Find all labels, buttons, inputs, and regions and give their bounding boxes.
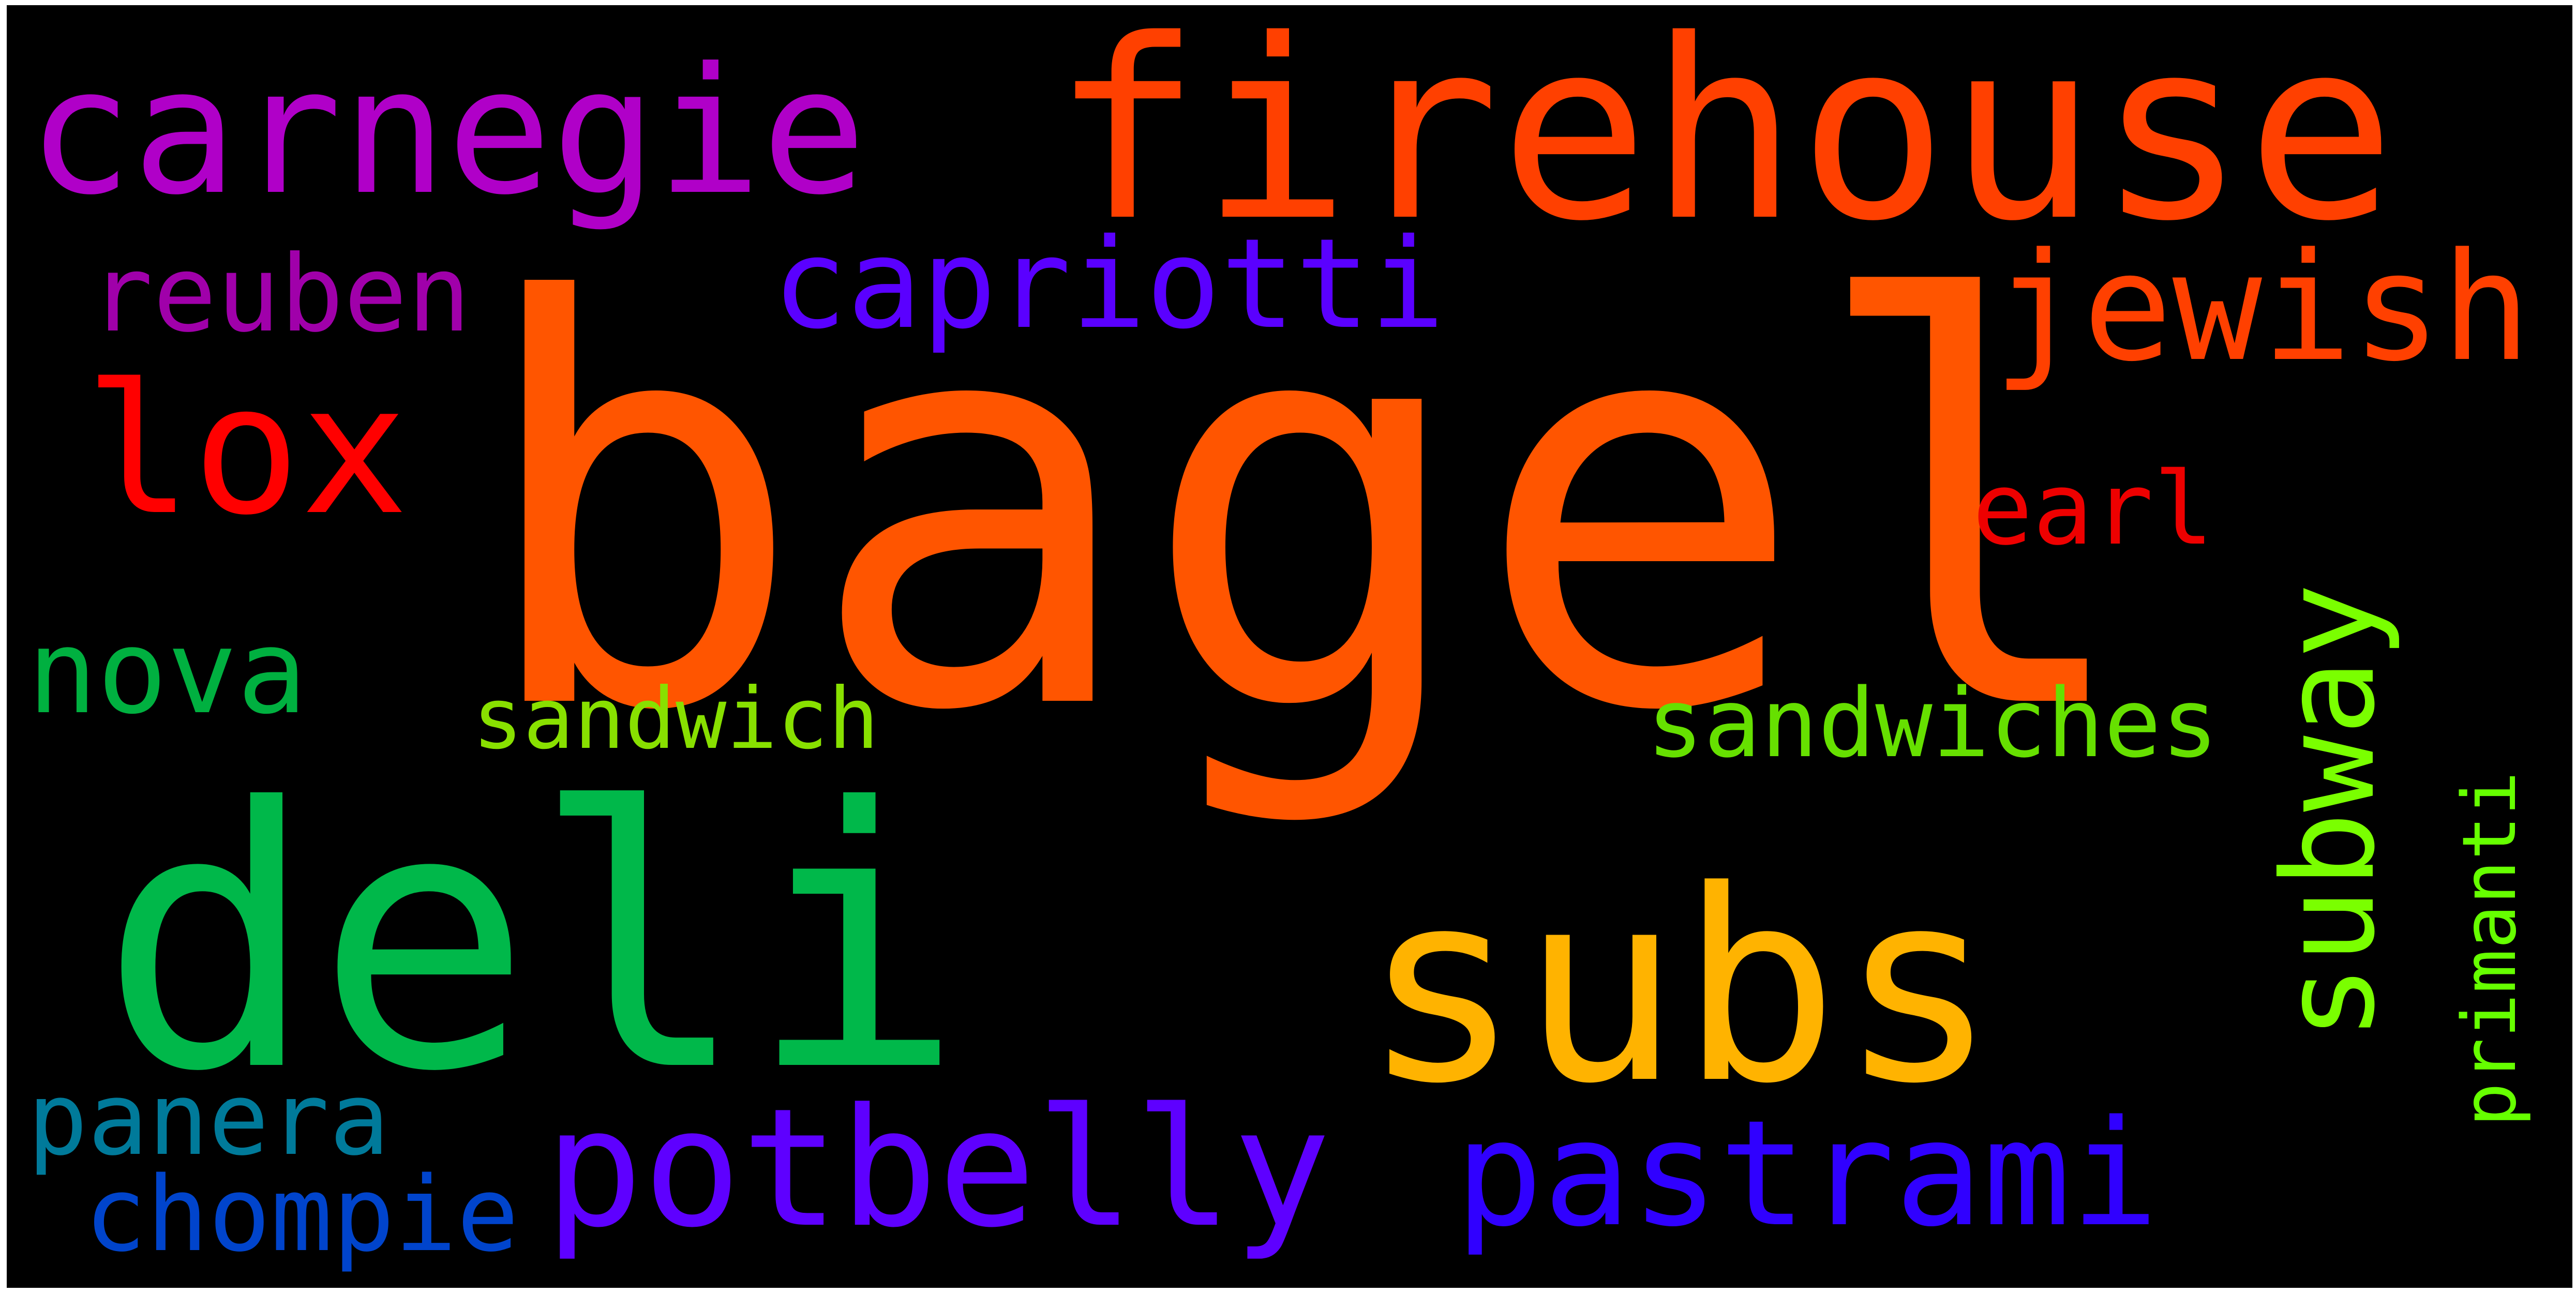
word-primanti: primanti xyxy=(2446,771,2533,1127)
word-reuben: reuben xyxy=(89,233,471,356)
word-firehouse: firehouse xyxy=(1052,5,2396,276)
word-sandwich: sandwich xyxy=(472,669,879,769)
word-deli: deli xyxy=(100,732,964,1150)
word-pastrami: pastrami xyxy=(1455,1088,2159,1259)
word-nova: nova xyxy=(27,604,307,740)
word-earl: earl xyxy=(1972,450,2214,568)
word-jewish: jewish xyxy=(1993,221,2532,395)
word-carnegie: carnegie xyxy=(27,30,866,233)
word-cloud: bagel firehouse carnegie deli subs subwa… xyxy=(7,5,2572,1288)
word-subs: subs xyxy=(1362,834,1998,1141)
word-bagel: bagel xyxy=(472,186,2141,832)
word-potbelly: potbelly xyxy=(545,1074,1331,1264)
word-capriotti: capriotti xyxy=(772,212,1445,357)
word-lox: lox xyxy=(84,345,409,554)
word-subway: subway xyxy=(2255,583,2403,1041)
word-panera: panera xyxy=(27,1061,390,1178)
word-sandwiches: sandwiches xyxy=(1646,669,2219,779)
word-chompie: chompie xyxy=(84,1155,519,1275)
